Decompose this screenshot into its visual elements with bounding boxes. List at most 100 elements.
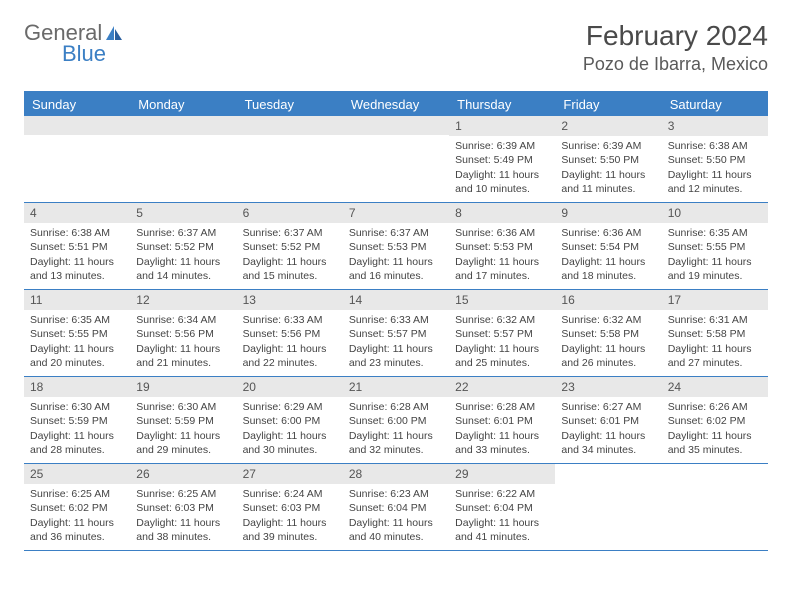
sunset-text: Sunset: 6:01 PM — [561, 414, 655, 428]
day-cell: 21Sunrise: 6:28 AMSunset: 6:00 PMDayligh… — [343, 377, 449, 463]
day-number: 4 — [24, 203, 130, 223]
sunrise-text: Sunrise: 6:31 AM — [668, 313, 762, 327]
day-cell — [130, 116, 236, 202]
week-row: 1Sunrise: 6:39 AMSunset: 5:49 PMDaylight… — [24, 116, 768, 203]
sunset-text: Sunset: 5:57 PM — [349, 327, 443, 341]
day-number: 1 — [449, 116, 555, 136]
empty-day-bar — [343, 116, 449, 135]
day-cell: 14Sunrise: 6:33 AMSunset: 5:57 PMDayligh… — [343, 290, 449, 376]
sunset-text: Sunset: 6:02 PM — [668, 414, 762, 428]
day-cell: 11Sunrise: 6:35 AMSunset: 5:55 PMDayligh… — [24, 290, 130, 376]
day-number: 3 — [662, 116, 768, 136]
sunrise-text: Sunrise: 6:38 AM — [30, 226, 124, 240]
day-number: 25 — [24, 464, 130, 484]
day-content: Sunrise: 6:25 AMSunset: 6:02 PMDaylight:… — [24, 484, 130, 548]
daylight-text-2: and 35 minutes. — [668, 443, 762, 457]
sunset-text: Sunset: 5:58 PM — [668, 327, 762, 341]
sunrise-text: Sunrise: 6:35 AM — [30, 313, 124, 327]
day-cell: 10Sunrise: 6:35 AMSunset: 5:55 PMDayligh… — [662, 203, 768, 289]
daylight-text-1: Daylight: 11 hours — [455, 255, 549, 269]
sunrise-text: Sunrise: 6:39 AM — [561, 139, 655, 153]
daylight-text-1: Daylight: 11 hours — [668, 255, 762, 269]
day-cell: 7Sunrise: 6:37 AMSunset: 5:53 PMDaylight… — [343, 203, 449, 289]
day-content: Sunrise: 6:39 AMSunset: 5:49 PMDaylight:… — [449, 136, 555, 200]
sunrise-text: Sunrise: 6:30 AM — [30, 400, 124, 414]
daylight-text-1: Daylight: 11 hours — [136, 342, 230, 356]
day-header-monday: Monday — [130, 93, 236, 116]
day-content: Sunrise: 6:37 AMSunset: 5:53 PMDaylight:… — [343, 223, 449, 287]
day-content: Sunrise: 6:37 AMSunset: 5:52 PMDaylight:… — [237, 223, 343, 287]
week-row: 25Sunrise: 6:25 AMSunset: 6:02 PMDayligh… — [24, 464, 768, 551]
daylight-text-2: and 40 minutes. — [349, 530, 443, 544]
day-content: Sunrise: 6:29 AMSunset: 6:00 PMDaylight:… — [237, 397, 343, 461]
sunrise-text: Sunrise: 6:30 AM — [136, 400, 230, 414]
day-number: 19 — [130, 377, 236, 397]
day-content: Sunrise: 6:39 AMSunset: 5:50 PMDaylight:… — [555, 136, 661, 200]
day-number: 15 — [449, 290, 555, 310]
sunset-text: Sunset: 5:50 PM — [561, 153, 655, 167]
sunrise-text: Sunrise: 6:37 AM — [243, 226, 337, 240]
day-header-sunday: Sunday — [24, 93, 130, 116]
day-cell: 9Sunrise: 6:36 AMSunset: 5:54 PMDaylight… — [555, 203, 661, 289]
day-number: 24 — [662, 377, 768, 397]
sunset-text: Sunset: 5:51 PM — [30, 240, 124, 254]
day-number: 10 — [662, 203, 768, 223]
day-cell: 1Sunrise: 6:39 AMSunset: 5:49 PMDaylight… — [449, 116, 555, 202]
day-cell: 19Sunrise: 6:30 AMSunset: 5:59 PMDayligh… — [130, 377, 236, 463]
day-cell: 12Sunrise: 6:34 AMSunset: 5:56 PMDayligh… — [130, 290, 236, 376]
daylight-text-2: and 33 minutes. — [455, 443, 549, 457]
calendar: Sunday Monday Tuesday Wednesday Thursday… — [24, 91, 768, 551]
day-content: Sunrise: 6:22 AMSunset: 6:04 PMDaylight:… — [449, 484, 555, 548]
daylight-text-1: Daylight: 11 hours — [561, 342, 655, 356]
daylight-text-1: Daylight: 11 hours — [30, 429, 124, 443]
day-cell — [555, 464, 661, 550]
daylight-text-2: and 23 minutes. — [349, 356, 443, 370]
daylight-text-1: Daylight: 11 hours — [561, 168, 655, 182]
location-label: Pozo de Ibarra, Mexico — [583, 54, 768, 75]
daylight-text-1: Daylight: 11 hours — [455, 168, 549, 182]
daylight-text-2: and 27 minutes. — [668, 356, 762, 370]
empty-day-bar — [237, 116, 343, 135]
day-cell — [237, 116, 343, 202]
empty-day-bar — [130, 116, 236, 135]
daylight-text-2: and 20 minutes. — [30, 356, 124, 370]
daylight-text-1: Daylight: 11 hours — [349, 516, 443, 530]
sunrise-text: Sunrise: 6:26 AM — [668, 400, 762, 414]
sunset-text: Sunset: 5:54 PM — [561, 240, 655, 254]
sunrise-text: Sunrise: 6:39 AM — [455, 139, 549, 153]
sunset-text: Sunset: 6:00 PM — [243, 414, 337, 428]
sunrise-text: Sunrise: 6:25 AM — [136, 487, 230, 501]
sunrise-text: Sunrise: 6:36 AM — [561, 226, 655, 240]
daylight-text-2: and 16 minutes. — [349, 269, 443, 283]
daylight-text-1: Daylight: 11 hours — [136, 516, 230, 530]
sunset-text: Sunset: 5:59 PM — [30, 414, 124, 428]
day-number: 16 — [555, 290, 661, 310]
sunrise-text: Sunrise: 6:37 AM — [349, 226, 443, 240]
day-number: 12 — [130, 290, 236, 310]
daylight-text-1: Daylight: 11 hours — [30, 342, 124, 356]
day-number: 17 — [662, 290, 768, 310]
day-content: Sunrise: 6:28 AMSunset: 6:01 PMDaylight:… — [449, 397, 555, 461]
daylight-text-2: and 32 minutes. — [349, 443, 443, 457]
daylight-text-1: Daylight: 11 hours — [668, 429, 762, 443]
day-number: 22 — [449, 377, 555, 397]
sunrise-text: Sunrise: 6:36 AM — [455, 226, 549, 240]
sunrise-text: Sunrise: 6:33 AM — [243, 313, 337, 327]
daylight-text-1: Daylight: 11 hours — [30, 255, 124, 269]
day-cell: 24 Sunrise: 6:26 AMSunset: 6:02 PMDayligh… — [662, 377, 768, 463]
empty-day-bar — [24, 116, 130, 135]
sunset-text: Sunset: 5:57 PM — [455, 327, 549, 341]
day-content: Sunrise: 6:36 AMSunset: 5:53 PMDaylight:… — [449, 223, 555, 287]
day-cell: 3Sunrise: 6:38 AMSunset: 5:50 PMDaylight… — [662, 116, 768, 202]
logo-sail-icon — [104, 24, 124, 47]
day-headers-row: Sunday Monday Tuesday Wednesday Thursday… — [24, 93, 768, 116]
daylight-text-2: and 39 minutes. — [243, 530, 337, 544]
day-content: Sunrise: 6:37 AMSunset: 5:52 PMDaylight:… — [130, 223, 236, 287]
daylight-text-2: and 41 minutes. — [455, 530, 549, 544]
daylight-text-2: and 10 minutes. — [455, 182, 549, 196]
day-cell — [24, 116, 130, 202]
title-block: February 2024 Pozo de Ibarra, Mexico — [583, 20, 768, 75]
day-cell: 5Sunrise: 6:37 AMSunset: 5:52 PMDaylight… — [130, 203, 236, 289]
daylight-text-2: and 22 minutes. — [243, 356, 337, 370]
daylight-text-2: and 13 minutes. — [30, 269, 124, 283]
